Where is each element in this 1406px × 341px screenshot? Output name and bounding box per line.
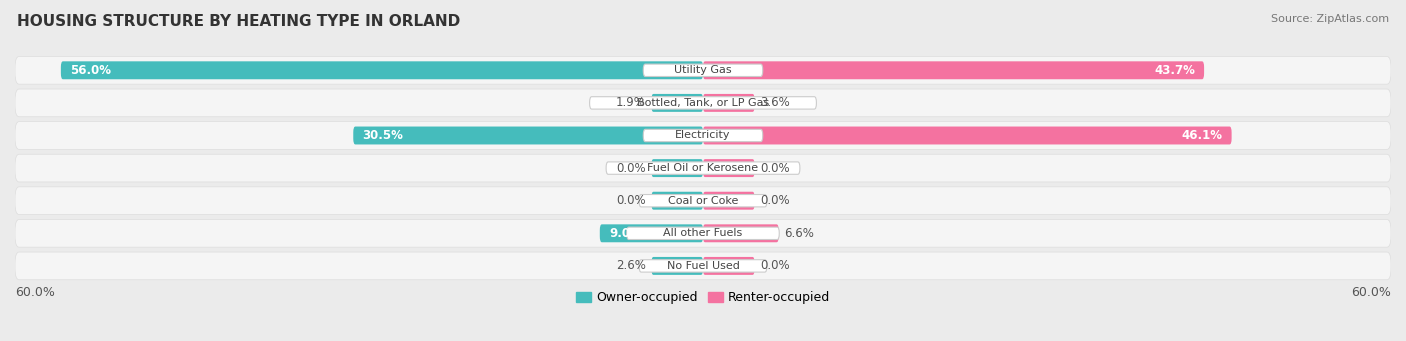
Text: 60.0%: 60.0% <box>15 286 55 299</box>
FancyBboxPatch shape <box>703 127 1232 145</box>
FancyBboxPatch shape <box>703 94 755 112</box>
FancyBboxPatch shape <box>651 159 703 177</box>
FancyBboxPatch shape <box>15 57 1391 84</box>
FancyBboxPatch shape <box>600 224 703 242</box>
FancyBboxPatch shape <box>703 257 755 275</box>
Text: All other Fuels: All other Fuels <box>664 228 742 238</box>
FancyBboxPatch shape <box>15 187 1391 214</box>
FancyBboxPatch shape <box>703 61 1204 79</box>
Text: 0.0%: 0.0% <box>761 162 790 175</box>
FancyBboxPatch shape <box>644 129 762 142</box>
FancyBboxPatch shape <box>703 224 779 242</box>
FancyBboxPatch shape <box>15 252 1391 280</box>
Text: 9.0%: 9.0% <box>609 227 641 240</box>
Text: Utility Gas: Utility Gas <box>675 65 731 75</box>
FancyBboxPatch shape <box>627 227 779 239</box>
Text: 0.0%: 0.0% <box>616 194 645 207</box>
FancyBboxPatch shape <box>589 97 817 109</box>
Legend: Owner-occupied, Renter-occupied: Owner-occupied, Renter-occupied <box>571 286 835 309</box>
Text: 43.7%: 43.7% <box>1154 64 1195 77</box>
FancyBboxPatch shape <box>703 192 755 210</box>
Text: 60.0%: 60.0% <box>1351 286 1391 299</box>
FancyBboxPatch shape <box>640 194 766 207</box>
FancyBboxPatch shape <box>640 260 766 272</box>
Text: 1.9%: 1.9% <box>616 97 645 109</box>
Text: Coal or Coke: Coal or Coke <box>668 196 738 206</box>
Text: 3.6%: 3.6% <box>761 97 790 109</box>
Text: Fuel Oil or Kerosene: Fuel Oil or Kerosene <box>647 163 759 173</box>
FancyBboxPatch shape <box>60 61 703 79</box>
Text: 56.0%: 56.0% <box>70 64 111 77</box>
Text: 0.0%: 0.0% <box>616 162 645 175</box>
FancyBboxPatch shape <box>15 122 1391 149</box>
Text: HOUSING STRUCTURE BY HEATING TYPE IN ORLAND: HOUSING STRUCTURE BY HEATING TYPE IN ORL… <box>17 14 460 29</box>
FancyBboxPatch shape <box>606 162 800 174</box>
FancyBboxPatch shape <box>703 159 755 177</box>
FancyBboxPatch shape <box>651 94 703 112</box>
FancyBboxPatch shape <box>651 257 703 275</box>
Text: 46.1%: 46.1% <box>1181 129 1222 142</box>
Text: 2.6%: 2.6% <box>616 260 645 272</box>
Text: Source: ZipAtlas.com: Source: ZipAtlas.com <box>1271 14 1389 24</box>
FancyBboxPatch shape <box>15 154 1391 182</box>
FancyBboxPatch shape <box>353 127 703 145</box>
FancyBboxPatch shape <box>651 192 703 210</box>
FancyBboxPatch shape <box>644 64 762 76</box>
Text: Electricity: Electricity <box>675 131 731 140</box>
Text: 0.0%: 0.0% <box>761 260 790 272</box>
Text: Bottled, Tank, or LP Gas: Bottled, Tank, or LP Gas <box>637 98 769 108</box>
Text: 30.5%: 30.5% <box>363 129 404 142</box>
FancyBboxPatch shape <box>15 89 1391 117</box>
FancyBboxPatch shape <box>15 220 1391 247</box>
Text: 0.0%: 0.0% <box>761 194 790 207</box>
Text: No Fuel Used: No Fuel Used <box>666 261 740 271</box>
Text: 6.6%: 6.6% <box>785 227 814 240</box>
